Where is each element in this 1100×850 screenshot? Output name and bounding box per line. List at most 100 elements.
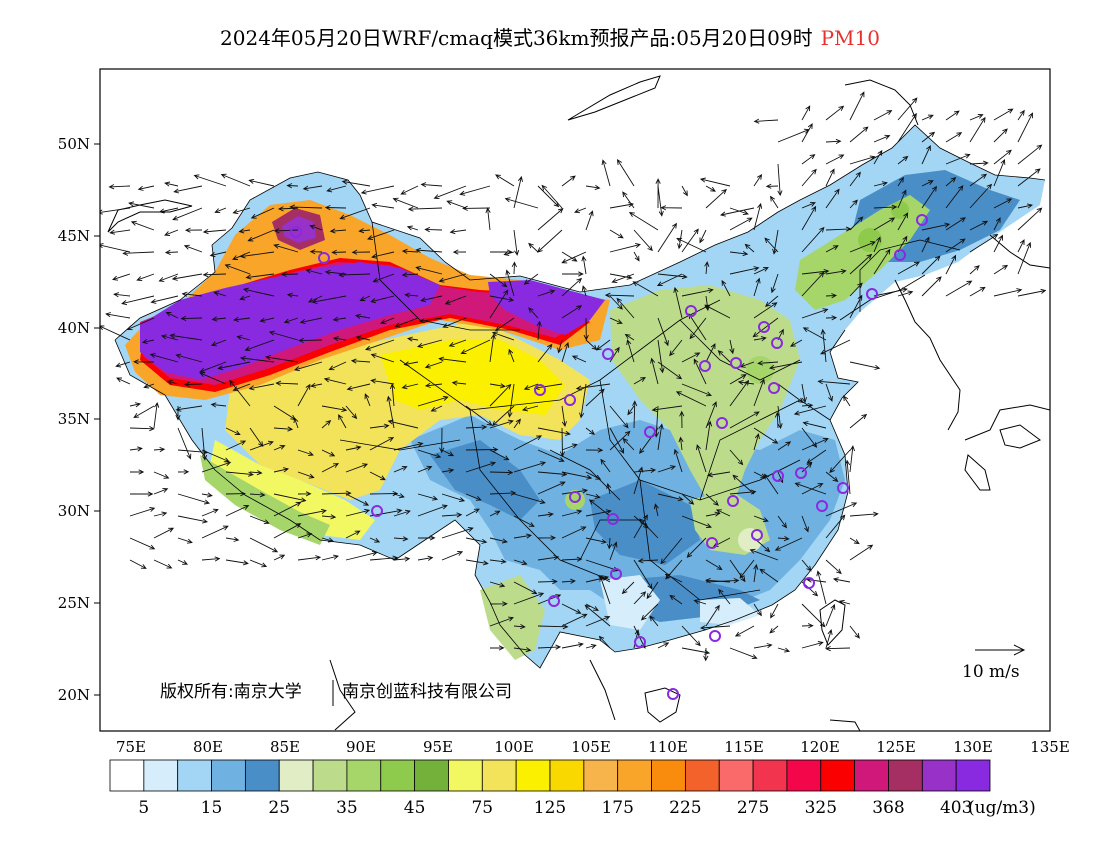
city-marker <box>371 505 383 517</box>
wind-arrow <box>627 405 635 416</box>
wind-arrow <box>705 401 717 429</box>
wind-arrow <box>699 229 707 244</box>
wind-arrow <box>660 205 683 211</box>
colorbar-swatch <box>177 759 212 792</box>
wind-arrow <box>273 554 286 561</box>
wind-arrow <box>130 469 145 475</box>
wind-arrow <box>489 383 512 407</box>
wind-arrow <box>681 493 695 505</box>
wind-arrow <box>403 361 419 367</box>
wind-arrow <box>465 559 489 566</box>
wind-arrow <box>465 424 488 430</box>
wind-arrow <box>177 469 190 475</box>
wind-arrow <box>438 273 467 283</box>
wind-arrow <box>305 268 323 275</box>
wind-arrow <box>126 317 155 331</box>
wind-arrow <box>369 423 390 429</box>
colorbar-swatch <box>448 759 483 792</box>
wind-arrow <box>369 490 399 497</box>
wind-arrow <box>561 405 567 428</box>
wind-arrow <box>801 559 812 572</box>
wind-arrow <box>777 383 804 404</box>
wind-arrow <box>849 91 865 121</box>
wind-arrow <box>273 501 302 517</box>
wind-arrow <box>655 178 661 209</box>
wind-arrow <box>585 603 600 611</box>
lon-tick-label: 135E <box>1030 738 1070 756</box>
wind-arrow <box>105 312 131 319</box>
wind-arrow <box>718 588 731 605</box>
colorbar-label: 368 <box>872 798 904 818</box>
lat-tick-label: 35N <box>58 410 90 428</box>
wind-arrow <box>273 228 299 234</box>
wind-arrow <box>656 273 683 287</box>
wind-arrow <box>465 537 488 544</box>
wind-arrow <box>387 419 419 429</box>
city-marker <box>667 688 679 700</box>
wind-arrow <box>401 272 419 278</box>
wind-arrow <box>679 410 685 429</box>
wind-arrow <box>513 647 532 653</box>
wind-arrow <box>523 383 539 390</box>
wind-arrow <box>365 339 395 351</box>
wind-arrow <box>639 518 659 539</box>
wind-arrow <box>393 509 411 517</box>
wind-arrow <box>100 325 131 341</box>
lat-tick-label: 50N <box>58 135 90 153</box>
blue-light-sea <box>700 598 760 625</box>
wind-arrow <box>465 508 480 517</box>
wind-arrow <box>734 625 755 637</box>
wind-arrow <box>153 527 175 539</box>
wind-arrow <box>704 577 731 584</box>
wind-arrow <box>1017 109 1025 121</box>
lon-tick-label: 105E <box>571 738 611 756</box>
wind-arrow <box>801 641 824 649</box>
wind-arrow <box>717 350 731 363</box>
wind-arrow <box>433 185 467 200</box>
wind-arrow <box>945 217 966 231</box>
wind-arrow <box>673 286 683 319</box>
wind-arrow <box>460 339 491 354</box>
lon-tick-label: 75E <box>116 738 146 756</box>
wind-arrow <box>561 277 583 297</box>
wind-arrow <box>969 116 986 143</box>
wind-arrow <box>720 207 755 217</box>
wind-arrow <box>415 265 443 275</box>
wind-arrow <box>581 285 587 297</box>
wind-arrow <box>249 440 274 451</box>
wind-arrow <box>173 185 203 194</box>
colorbar-label: 25 <box>268 798 290 818</box>
wind-arrow <box>415 247 443 253</box>
wind-arrow <box>770 195 779 209</box>
wind-arrow <box>945 280 973 297</box>
wind-arrow <box>657 222 677 253</box>
wind-arrow <box>128 201 155 209</box>
wind-arrow <box>633 229 653 252</box>
wind-arrow <box>704 261 710 275</box>
city-marker <box>758 321 770 333</box>
wind-arrow <box>153 401 160 429</box>
wind-arrow <box>897 112 917 143</box>
wind-arrow <box>562 271 584 277</box>
wind-arrow <box>273 493 307 503</box>
colorbar-swatch <box>955 759 991 792</box>
wind-arrow <box>1017 112 1033 143</box>
wind-arrow <box>129 507 156 517</box>
wind-arrow <box>297 508 327 517</box>
wind-arrow <box>297 449 314 457</box>
city-marker <box>602 348 614 360</box>
wind-arrow <box>616 159 635 187</box>
colorbar-swatch <box>244 759 280 792</box>
city-marker <box>772 470 784 482</box>
wind-arrow <box>508 348 515 363</box>
wind-arrow <box>321 405 348 413</box>
wind-arrow <box>275 380 299 386</box>
wind-arrow <box>345 405 358 420</box>
green-northeast <box>795 195 930 310</box>
wind-arrow <box>753 202 763 231</box>
wind-arrow <box>606 482 612 495</box>
wind-arrow <box>201 461 232 473</box>
wind-arrow <box>693 358 707 385</box>
wind-arrow <box>705 604 720 627</box>
wind-arrow <box>389 383 396 407</box>
